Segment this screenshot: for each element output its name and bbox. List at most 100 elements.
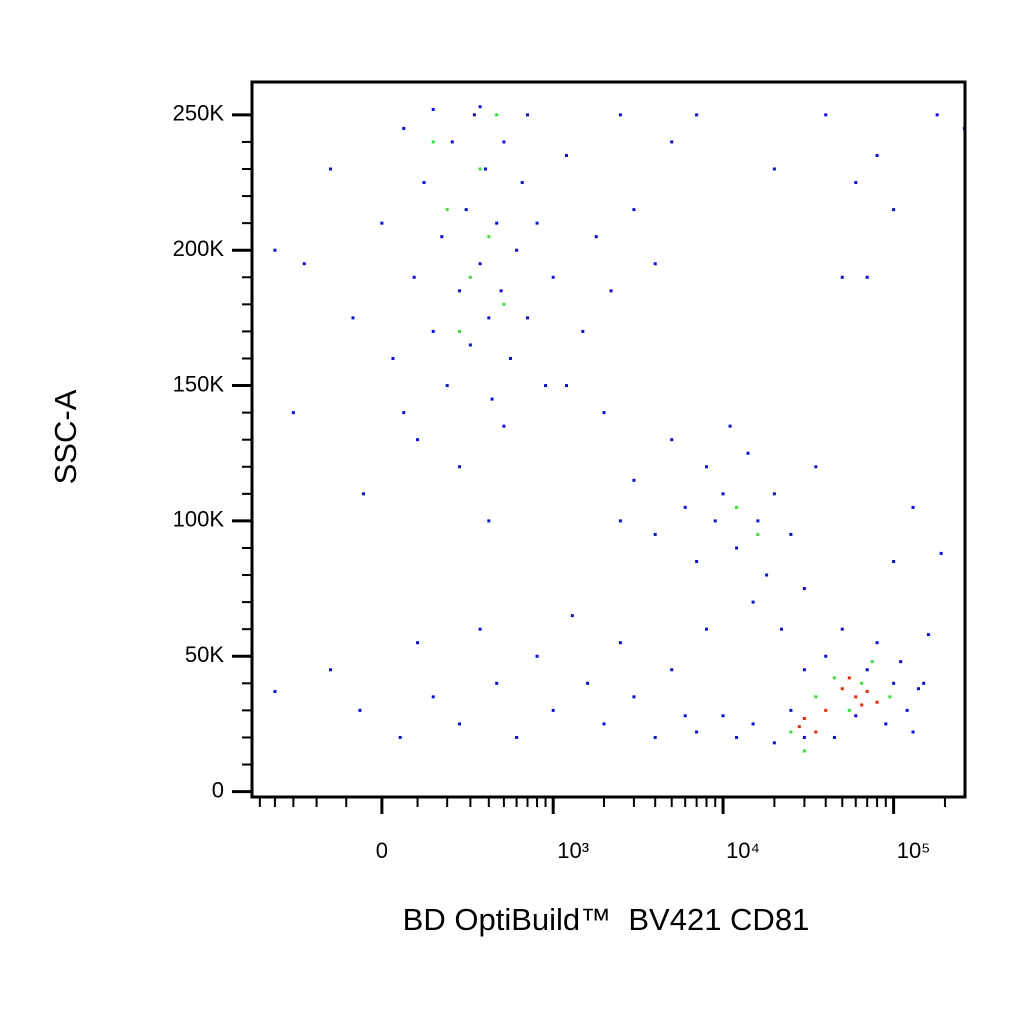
point	[515, 735, 519, 739]
point	[765, 573, 769, 577]
point	[586, 681, 590, 685]
point	[609, 289, 613, 293]
point	[416, 641, 420, 645]
point	[802, 717, 806, 721]
point	[526, 316, 530, 320]
point	[564, 384, 568, 388]
point	[892, 681, 896, 685]
point	[618, 519, 622, 523]
y-axis-label: SSC-A	[48, 389, 83, 484]
point	[756, 519, 760, 523]
point	[653, 735, 657, 739]
x-axis-label: BD OptiBuild™ BV421 CD81	[403, 902, 810, 937]
point	[939, 551, 943, 555]
point	[487, 519, 491, 523]
point	[926, 633, 930, 637]
point	[495, 221, 499, 225]
point	[840, 627, 844, 631]
point	[351, 316, 355, 320]
point	[746, 451, 750, 455]
point	[431, 107, 435, 111]
point	[865, 689, 869, 693]
point	[892, 208, 896, 212]
point	[911, 730, 915, 734]
point	[653, 262, 657, 266]
point	[865, 668, 869, 672]
point	[502, 424, 506, 428]
point	[445, 384, 449, 388]
point	[487, 235, 491, 239]
point	[695, 730, 699, 734]
x-tick-label: 10³	[557, 838, 589, 863]
point	[670, 140, 674, 144]
point	[412, 275, 416, 279]
point	[509, 356, 513, 360]
point	[847, 708, 851, 712]
point	[632, 478, 636, 482]
point	[847, 676, 851, 680]
point	[814, 730, 818, 734]
point	[683, 505, 687, 509]
point	[457, 329, 461, 333]
point	[478, 262, 482, 266]
point	[670, 438, 674, 442]
point	[618, 641, 622, 645]
point	[922, 681, 926, 685]
point	[884, 722, 888, 726]
point	[772, 167, 776, 171]
point	[935, 113, 939, 117]
point	[483, 167, 487, 171]
point	[888, 695, 892, 699]
point	[526, 113, 530, 117]
point	[840, 687, 844, 691]
x-tick-label: 10⁴	[726, 838, 760, 863]
point	[751, 722, 755, 726]
point	[495, 113, 499, 117]
point	[854, 181, 858, 185]
point	[735, 546, 739, 550]
point	[431, 695, 435, 699]
point	[705, 627, 709, 631]
point	[499, 289, 503, 293]
point	[824, 113, 828, 117]
point	[802, 668, 806, 672]
point	[802, 749, 806, 753]
point	[440, 235, 444, 239]
point	[515, 248, 519, 252]
point	[721, 714, 725, 718]
point	[478, 167, 482, 171]
point	[535, 221, 539, 225]
point	[302, 262, 306, 266]
point	[779, 627, 783, 631]
point	[789, 532, 793, 536]
point	[273, 248, 277, 252]
point	[402, 411, 406, 415]
point	[602, 722, 606, 726]
point	[570, 614, 574, 618]
point	[854, 695, 858, 699]
point	[398, 735, 402, 739]
point	[564, 153, 568, 157]
point	[772, 492, 776, 496]
point	[875, 641, 879, 645]
point	[464, 208, 468, 212]
point	[870, 660, 874, 664]
point	[478, 105, 482, 109]
point	[860, 681, 864, 685]
point	[535, 654, 539, 658]
point	[544, 384, 548, 388]
point	[551, 708, 555, 712]
point	[380, 221, 384, 225]
point	[602, 411, 606, 415]
y-tick-label: 100K	[173, 507, 225, 532]
point	[728, 424, 732, 428]
point	[832, 735, 836, 739]
point	[911, 505, 915, 509]
point	[832, 676, 836, 680]
point	[520, 181, 524, 185]
point	[653, 532, 657, 536]
point	[905, 708, 909, 712]
point	[402, 126, 406, 130]
